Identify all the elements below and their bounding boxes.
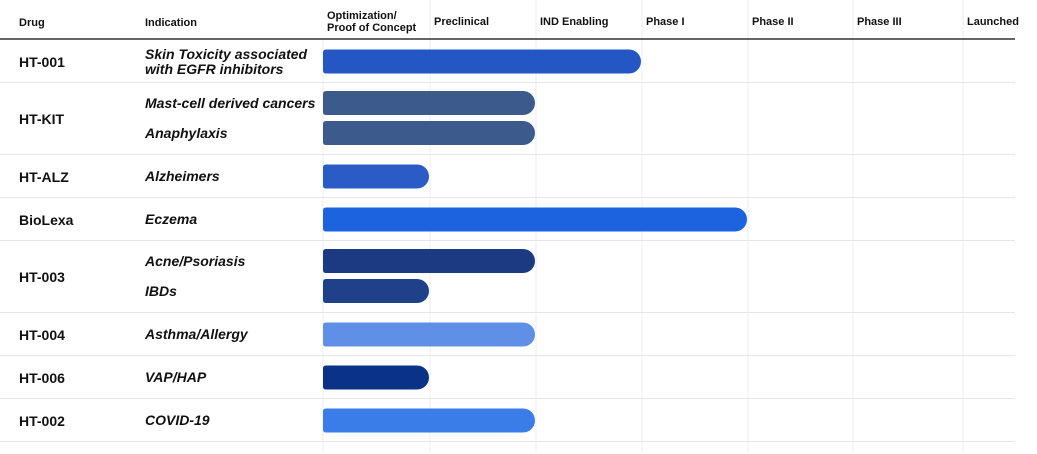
progress-bar	[323, 322, 535, 347]
drug-name: BioLexa	[19, 211, 74, 228]
indication-label: Mast-cell derived cancers	[145, 94, 316, 111]
progress-bar	[323, 365, 429, 390]
indication-label: Anaphylaxis	[145, 124, 228, 141]
stage-header: IND Enabling	[540, 16, 609, 28]
progress-bar	[323, 121, 535, 145]
stage-header: Launched	[967, 16, 1019, 28]
drug-name: HT-KIT	[19, 111, 65, 127]
progress-bar	[323, 279, 429, 303]
stage-header: Optimization/ Proof of Concept	[327, 10, 417, 34]
indication-label: IBDs	[145, 282, 177, 299]
progress-bar	[323, 91, 535, 115]
indication-label: COVID-19	[145, 412, 210, 428]
progress-bar	[323, 49, 641, 74]
indication-label: Skin Toxicity associated with EGFR inhib…	[145, 45, 308, 77]
indication-label: Eczema	[145, 211, 198, 227]
indication-label: Asthma/Allergy	[145, 326, 248, 342]
progress-bar	[323, 207, 747, 232]
indication-header: Indication	[145, 17, 197, 29]
indication-label: Alzheimers	[145, 168, 220, 184]
stage-header: Phase I	[646, 16, 685, 28]
drug-name: HT-003	[19, 269, 65, 285]
drug-name: HT-001	[19, 53, 65, 70]
progress-bar	[323, 408, 535, 433]
indication-label: VAP/HAP	[145, 369, 207, 385]
drug-name: HT-004	[19, 326, 65, 343]
indication-label: Acne/Psoriasis	[145, 252, 246, 269]
stage-header: Phase III	[857, 16, 902, 28]
drug-name: HT-002	[19, 412, 65, 429]
stage-header: Phase II	[752, 16, 794, 28]
drug-header: Drug	[19, 17, 45, 29]
stage-header: Preclinical	[434, 16, 490, 28]
drug-name: HT-ALZ	[19, 168, 69, 185]
progress-bar	[323, 249, 535, 273]
drug-name: HT-006	[19, 369, 65, 386]
progress-bar	[323, 164, 429, 189]
